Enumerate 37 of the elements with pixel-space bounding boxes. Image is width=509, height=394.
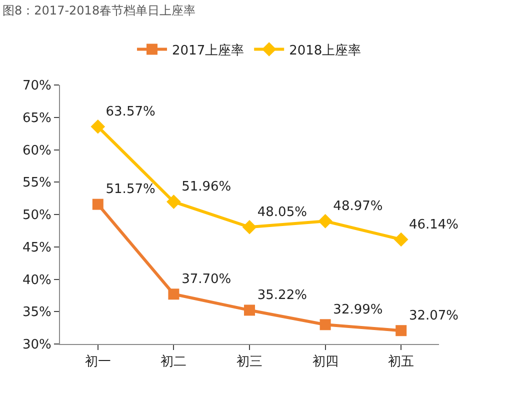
point [244,304,255,316]
point [394,232,408,247]
y-tick-label: 35% [22,305,52,320]
y-tick-label: 45% [22,240,52,256]
y-tick-label: 60% [22,143,52,158]
data-label: 32.07% [408,308,459,324]
data-label: 35.22% [257,288,307,304]
y-tick-label: 30% [22,338,52,353]
data-label: 48.97% [333,199,383,214]
point [168,288,180,300]
legend-label: 2017上座率 [172,42,244,58]
y-tick-label: 50% [22,208,52,224]
data-label: 37.70% [182,272,232,288]
x-tick-label: 初三 [236,354,262,370]
data-label: 32.99% [333,302,383,318]
x-tick-label: 初一 [84,354,111,370]
point [92,198,104,210]
y-tick-label: 55% [22,176,52,191]
point [242,220,257,234]
chart-title: 图8：2017-2018春节档单日上座率 [2,3,196,18]
x-tick-label: 初二 [160,354,187,370]
y-tick-label: 40% [22,272,52,288]
point [320,319,331,330]
point [318,214,332,228]
data-label: 46.14% [408,217,459,232]
y-tick-label: 70% [22,78,52,94]
data-label: 51.96% [182,180,232,195]
data-label: 51.57% [106,182,156,198]
x-tick-label: 初五 [388,354,414,370]
point [166,194,181,209]
data-label: 63.57% [106,104,156,120]
data-label: 48.05% [257,205,307,220]
legend-label: 2018上座率 [289,42,362,58]
point [396,325,407,336]
x-tick-label: 初四 [312,354,338,370]
point [90,119,106,134]
y-tick-label: 65% [22,110,52,126]
